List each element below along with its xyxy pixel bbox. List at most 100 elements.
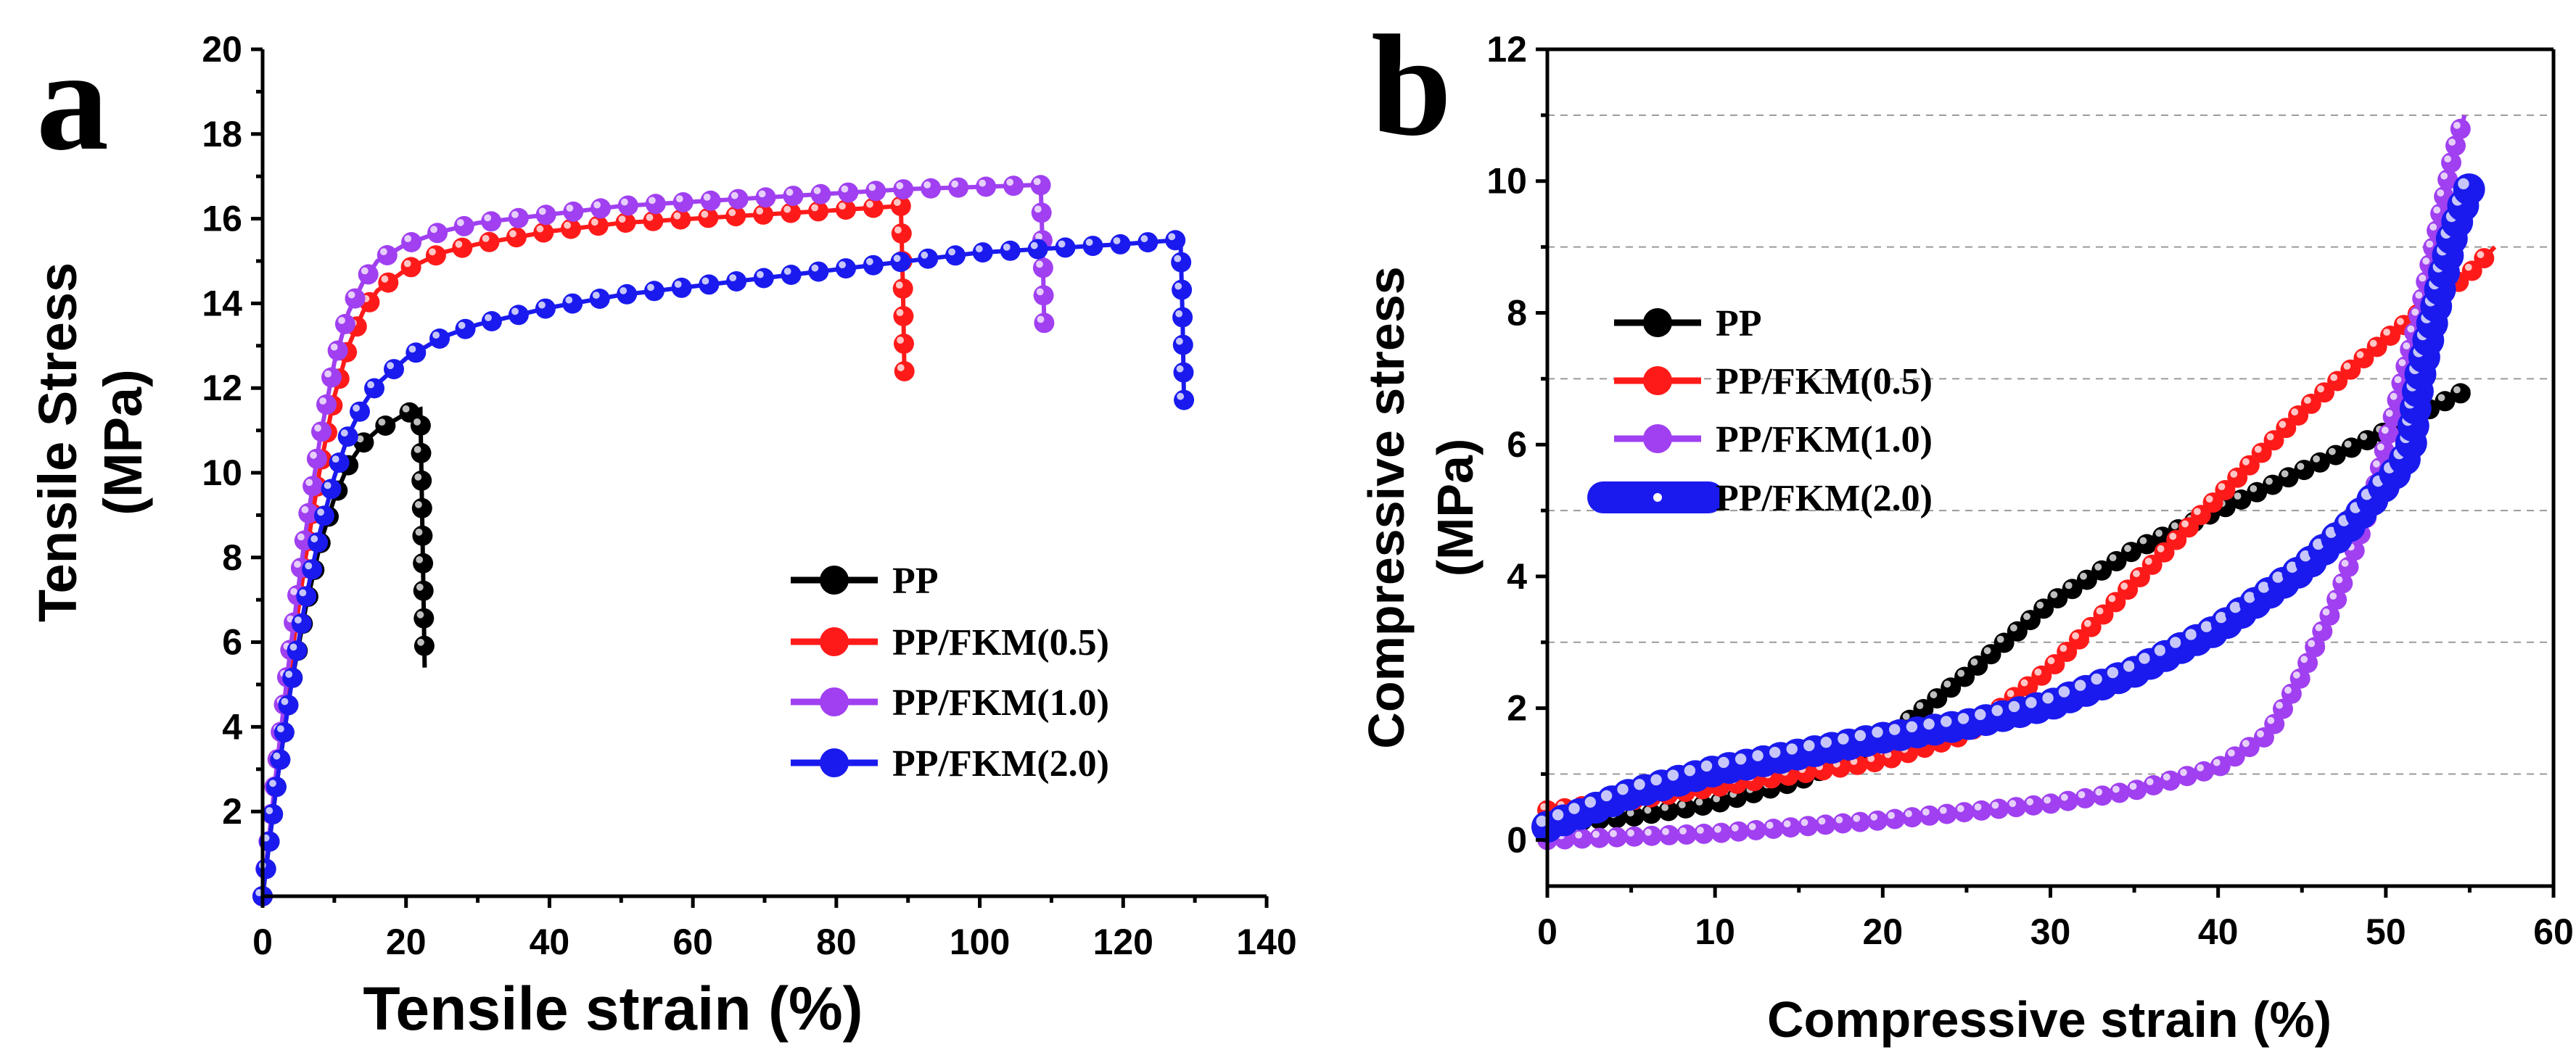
panel-b-point-hl-s0-24 bbox=[1930, 691, 1938, 699]
panel-a-point-hl-s1-23 bbox=[381, 275, 389, 283]
panel-b-point-hl-s3-16 bbox=[1803, 740, 1815, 751]
panel-a-point-s3-24 bbox=[481, 311, 502, 331]
panel-a-point-s2-15 bbox=[303, 476, 324, 497]
panel-b-point-s1-65 bbox=[2474, 248, 2495, 269]
panel-b-point-s2-23 bbox=[1936, 803, 1957, 824]
panel-a-x-tick-label-4: 80 bbox=[816, 922, 857, 962]
panel-a-point-hl-s2-46 bbox=[979, 179, 987, 187]
panel-b-point-hl-s2-70 bbox=[2419, 274, 2427, 282]
panel-a-point-s2-44 bbox=[921, 178, 942, 199]
panel-a-point-hl-s0-25 bbox=[416, 556, 424, 563]
panel-a-x-tick-label-2: 40 bbox=[530, 922, 570, 962]
panel-b-point-s2-21 bbox=[1901, 807, 1922, 828]
panel-a-point-s2-49 bbox=[1031, 202, 1052, 223]
panel-b-y-tick-label-1: 2 bbox=[1507, 688, 1527, 729]
panel-a-legend-item-fkm05: PP/FKM(0.5) bbox=[791, 622, 1109, 663]
panel-b-point-hl-s2-28 bbox=[2026, 798, 2034, 806]
panel-a-legend-item-pp: PP bbox=[791, 561, 939, 602]
panel-a-point-hl-s3-3 bbox=[266, 807, 273, 814]
panel-b-point-hl-s3-24 bbox=[1941, 716, 1952, 727]
panel-b-point-hl-s1-29 bbox=[2020, 679, 2028, 687]
panel-a-point-hl-s2-43 bbox=[896, 182, 904, 190]
panel-b-point-hl-s2-52 bbox=[2335, 576, 2343, 584]
panel-b-point-hl-s2-68 bbox=[2411, 308, 2419, 316]
panel-a-point-hl-s2-27 bbox=[456, 219, 464, 226]
panel-b-point-hl-s0-5 bbox=[1626, 809, 1634, 816]
panel-a-point-s3-36 bbox=[808, 261, 829, 282]
panel-b-point-hl-s2-65 bbox=[2398, 359, 2406, 367]
panel-a-point-s2-40 bbox=[810, 183, 831, 204]
panel-a-point-s0-24 bbox=[412, 525, 433, 546]
panel-b-point-hl-s2-7 bbox=[1662, 828, 1669, 835]
panel-b-point-hl-s0-26 bbox=[1957, 669, 1965, 677]
panel-b-point-hl-s0-47 bbox=[2266, 477, 2273, 485]
panel-b-point-hl-s0-27 bbox=[1970, 658, 1978, 666]
panel-a-point-hl-s2-45 bbox=[951, 180, 959, 188]
panel-a-point-hl-s3-30 bbox=[647, 284, 654, 291]
panel-a-point-s2-28 bbox=[481, 211, 502, 232]
panel-a-point-s3-7 bbox=[278, 695, 299, 716]
panel-a-point-s3-13 bbox=[308, 532, 329, 553]
panel-b-legend-label-pp: PP bbox=[1716, 303, 1762, 344]
panel-b-point-hl-s0-29 bbox=[1996, 635, 2004, 643]
panel-a-y-tick-label-2: 6 bbox=[222, 622, 242, 663]
panel-b-point-hl-s0-10 bbox=[1713, 795, 1721, 803]
panel-a-point-hl-s3-23 bbox=[458, 321, 466, 329]
panel-a-point-hl-s2-19 bbox=[324, 370, 332, 378]
panel-b-point-hl-s3-9 bbox=[1684, 765, 1696, 777]
panel-a-point-hl-s0-21 bbox=[413, 446, 421, 453]
panel-b-point-hl-s2-24 bbox=[1956, 805, 1964, 813]
panel-b-point-hl-s3-5 bbox=[1617, 783, 1629, 795]
panel-b-point-hl-s3-29 bbox=[2025, 697, 2037, 708]
panel-a-point-hl-s3-44 bbox=[1030, 241, 1038, 249]
panel-b-point-hl-s3-46 bbox=[2287, 561, 2298, 573]
panel-a-point-s2-27 bbox=[453, 215, 474, 236]
panel-b-point-hl-s2-23 bbox=[1939, 806, 1947, 814]
panel-a-point-hl-s2-41 bbox=[841, 185, 849, 193]
panel-a-point-hl-s2-37 bbox=[731, 191, 738, 199]
panel-a-point-s3-20 bbox=[384, 359, 404, 380]
panel-b-point-hl-s3-4 bbox=[1600, 790, 1613, 802]
panel-b-point-hl-s2-17 bbox=[1835, 816, 1843, 824]
panel-b-point-hl-s3-40 bbox=[2200, 621, 2213, 632]
panel-b-point-hl-s2-32 bbox=[2095, 788, 2103, 796]
panel-a-point-hl-s2-17 bbox=[314, 424, 321, 432]
panel-a-point-s3-39 bbox=[890, 252, 911, 273]
panel-b-legend-item-fkm20: PP/FKM(2.0) bbox=[1587, 478, 1933, 519]
panel-a-point-hl-s1-28 bbox=[509, 230, 517, 238]
panel-b-point-hl-s0-36 bbox=[2094, 563, 2102, 571]
panel-a-point-s2-29 bbox=[508, 207, 529, 228]
panel-a-point-s1-48 bbox=[894, 361, 915, 381]
legend-marker-pp-b bbox=[1643, 308, 1672, 337]
panel-a-point-s2-30 bbox=[535, 204, 556, 226]
panel-b-point-hl-s3-0 bbox=[1536, 815, 1547, 827]
panel-b-point-hl-s0-30 bbox=[2010, 624, 2017, 632]
panel-a-point-hl-s2-36 bbox=[703, 194, 711, 201]
panel-a-point-hl-s3-51 bbox=[1174, 282, 1182, 290]
panel-b-point-hl-s1-34 bbox=[2083, 619, 2091, 627]
panel-b-point-hl-s3-10 bbox=[1700, 760, 1713, 772]
panel-a-point-s2-25 bbox=[401, 232, 422, 252]
panel-a-series-line-1 bbox=[260, 203, 907, 897]
panel-b-point-hl-s2-20 bbox=[1888, 811, 1896, 819]
panel-a-legend-label-pp: PP bbox=[892, 561, 939, 602]
panel-b-point-hl-s0-8 bbox=[1678, 801, 1686, 808]
panel-b-point-hl-s0-41 bbox=[2170, 522, 2178, 529]
panel-a-point-hl-s3-50 bbox=[1174, 255, 1182, 262]
panel-a-point-s2-17 bbox=[311, 421, 332, 442]
panel-a-point-hl-s2-29 bbox=[511, 211, 519, 218]
panel-b-point-hl-s3-3 bbox=[1584, 796, 1596, 808]
panel-b-point-hl-s0-9 bbox=[1695, 798, 1703, 806]
panel-a-point-s3-19 bbox=[364, 378, 384, 399]
panel-b-point-hl-s1-33 bbox=[2072, 632, 2080, 640]
panel-b-point-hl-s3-22 bbox=[1906, 721, 1918, 732]
legend-marker-fkm05 bbox=[820, 627, 849, 656]
panel-b-point-hl-s0-32 bbox=[2036, 601, 2044, 609]
panel-a-point-hl-s3-52 bbox=[1175, 310, 1183, 318]
panel-b-point-s2-24 bbox=[1954, 802, 1975, 823]
panel-a-point-s3-32 bbox=[699, 274, 720, 295]
panel-b-point-hl-s3-12 bbox=[1735, 753, 1747, 765]
panel-a-point-s2-52 bbox=[1033, 285, 1054, 306]
panel-b-point-hl-s3-35 bbox=[2123, 661, 2135, 672]
panel-a-point-hl-s2-16 bbox=[310, 451, 317, 459]
